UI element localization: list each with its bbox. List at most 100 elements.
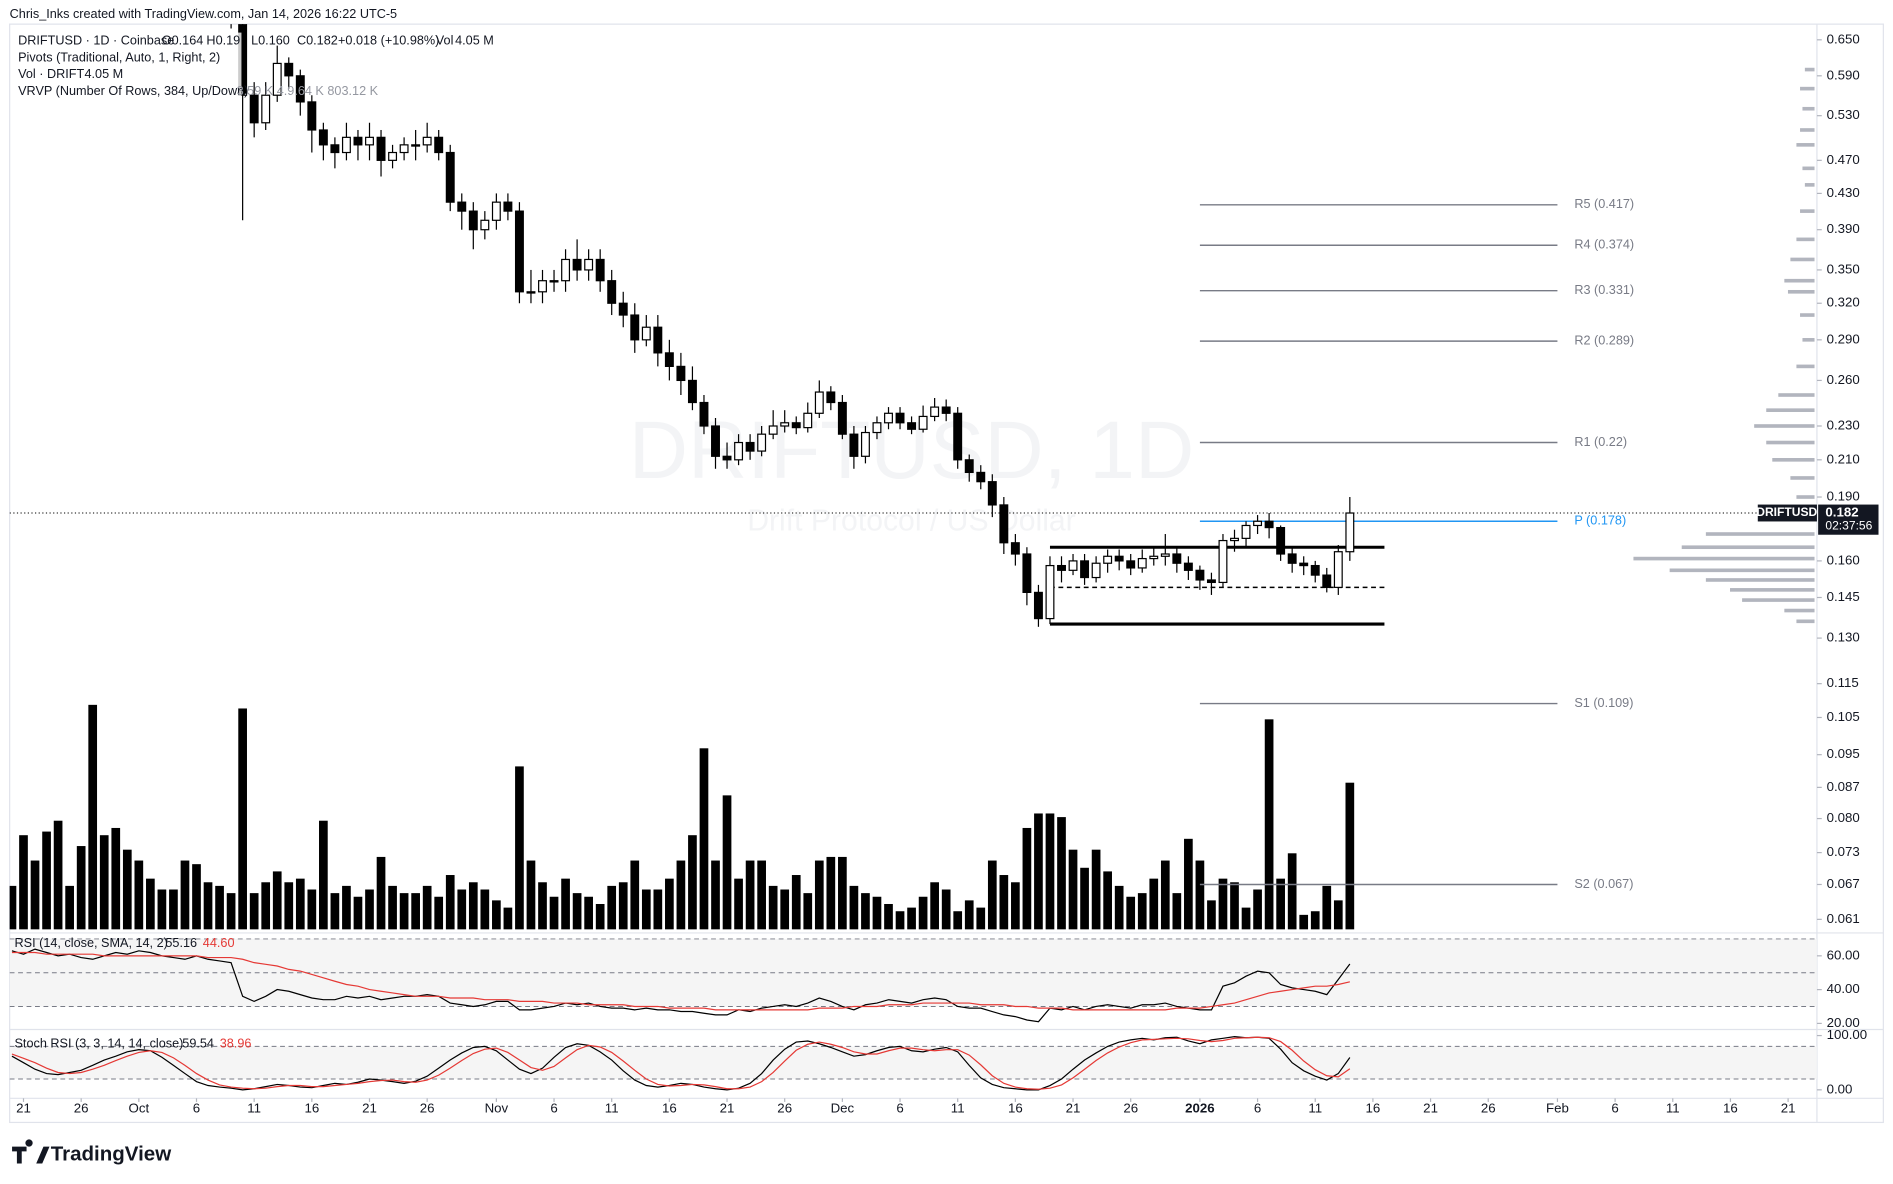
legend-backdrop — [12, 32, 242, 101]
candle-body — [964, 459, 974, 474]
y-tick-label: 0.067 — [1827, 876, 1860, 891]
x-tick-label: 11 — [951, 1101, 965, 1116]
candle-body — [1033, 591, 1043, 620]
volume-bar — [19, 835, 28, 930]
volume-bar — [1149, 878, 1159, 930]
candle-body — [711, 425, 720, 457]
y-tick-label: 0.260 — [1827, 372, 1860, 387]
y-tick-label: 0.350 — [1827, 261, 1860, 276]
x-tick-label: 6 — [1611, 1101, 1618, 1116]
volume-bar — [261, 882, 271, 930]
candle-body — [630, 314, 640, 341]
volume-bar — [999, 875, 1009, 930]
volume-profile-bar — [1796, 364, 1815, 369]
volume-bar — [653, 889, 663, 930]
volume-bar — [399, 893, 409, 930]
candle-body — [434, 136, 444, 154]
legend-low: L0.160 — [251, 33, 290, 47]
candle-body — [930, 406, 940, 418]
candle-body — [341, 136, 351, 154]
volume-bar — [1080, 867, 1089, 930]
volume-bar — [572, 893, 582, 930]
candle-body — [480, 219, 490, 231]
candle-body — [976, 471, 986, 483]
volume-profile-bar — [1796, 495, 1815, 499]
volume-bar — [941, 889, 951, 930]
x-tick-label: 11 — [247, 1101, 261, 1116]
y-tick-label: 0.115 — [1827, 675, 1859, 690]
volume-bar — [146, 878, 155, 930]
candle-body — [295, 75, 305, 103]
candle-body — [1183, 562, 1193, 571]
volume-bar — [342, 885, 351, 930]
volume-bar — [9, 885, 17, 930]
volume-bar — [826, 856, 836, 930]
rsi-pane — [9, 938, 1817, 1023]
indicator-line — [11, 951, 1350, 1011]
legend-vrvp-values: 3.59 K 4.9.64 K 803.12 K — [237, 84, 379, 98]
candle-body — [699, 401, 709, 427]
x-tick-label: 11 — [1308, 1101, 1322, 1116]
rsi-ma-value: 44.60 — [203, 936, 235, 950]
pivot-label: R4 (0.374) — [1574, 238, 1634, 252]
volume-bar — [1310, 911, 1320, 930]
y-tick-label: 0.590 — [1827, 67, 1860, 82]
volume-profile-bar — [1796, 237, 1815, 242]
volume-bar — [791, 875, 801, 930]
x-tick-label: 21 — [1066, 1101, 1081, 1116]
band-fill — [9, 1046, 1817, 1079]
volume-bar — [1137, 893, 1147, 930]
volume-bar — [53, 820, 63, 930]
volume-profile-bar — [1800, 128, 1815, 132]
volume-bar — [1299, 914, 1309, 930]
legend-vrvp: VRVP (Number Of Rows, 384, Up/Down) — [18, 84, 248, 98]
candle-body — [457, 201, 467, 212]
volume-bar — [515, 766, 524, 930]
candle-body — [503, 201, 513, 212]
candle-body — [1022, 553, 1032, 594]
candle-body — [722, 455, 732, 461]
volume-bar — [757, 860, 766, 930]
volume-bar — [422, 885, 432, 930]
candle-body — [388, 151, 398, 161]
legend-volume: Vol · DRIFT — [18, 67, 84, 81]
candle-body — [1149, 555, 1159, 560]
indicator-line — [11, 1036, 1351, 1091]
volume-bar — [711, 860, 720, 930]
volume-bar — [42, 831, 51, 930]
volume-bar — [1068, 849, 1078, 930]
indicator-line — [11, 1036, 1351, 1090]
volume-bar — [688, 835, 697, 930]
legend-open: O0.164 — [162, 33, 204, 47]
y-tick-label: 0.650 — [1827, 31, 1860, 46]
candle-body — [676, 365, 686, 382]
volume-bar — [849, 885, 859, 930]
y-tick-label: 0.230 — [1827, 418, 1860, 433]
volume-bar — [1034, 813, 1043, 930]
y-tick-label: 100.00 — [1827, 1027, 1868, 1042]
candle-body — [872, 422, 882, 434]
volume-bar — [411, 893, 420, 930]
y-tick-label: 0.087 — [1827, 779, 1860, 794]
volume-profile-bar — [1754, 424, 1815, 428]
volume-bar — [584, 896, 593, 930]
brand-name: TradingView — [51, 1142, 172, 1165]
x-tick-label: Dec — [831, 1101, 855, 1116]
candle-body — [768, 425, 778, 435]
volume-profile-bar — [1796, 619, 1815, 624]
x-tick-label: 6 — [896, 1101, 903, 1116]
x-tick-label: 21 — [16, 1101, 31, 1116]
candle-body — [860, 431, 870, 457]
volume-profile-bar — [1681, 545, 1815, 550]
volume-bar — [895, 911, 905, 930]
volume-bar — [734, 878, 743, 930]
candle-body — [1057, 564, 1066, 571]
candle-body — [1230, 537, 1239, 542]
candle-body — [561, 258, 571, 282]
candle-body — [1264, 520, 1274, 529]
volume-bar — [665, 878, 674, 930]
brand-icon — [12, 1139, 50, 1164]
volume-bar — [468, 882, 478, 930]
x-tick-label: 16 — [1008, 1101, 1023, 1116]
volume-bar — [457, 889, 467, 930]
